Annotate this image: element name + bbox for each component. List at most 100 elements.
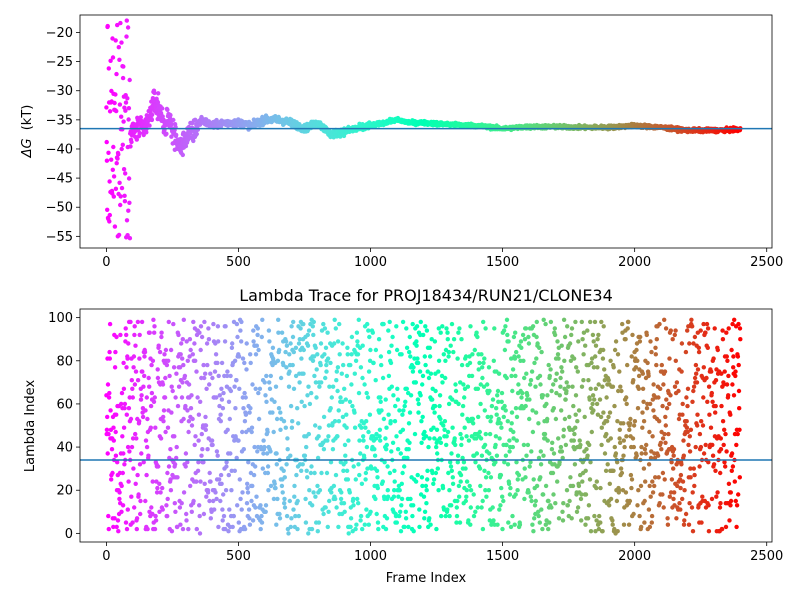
- lambda-point: [357, 438, 362, 443]
- lambda-point: [248, 470, 254, 476]
- lambda-point: [545, 416, 550, 422]
- lambda-point: [486, 488, 491, 493]
- lambda-point: [146, 453, 151, 458]
- lambda-point: [181, 416, 186, 422]
- lambda-point: [392, 468, 397, 473]
- lambda-point: [427, 354, 433, 359]
- delta-g-point: [114, 108, 119, 114]
- lambda-point: [112, 365, 118, 370]
- lambda-point: [189, 423, 195, 428]
- delta-g-xtick-label: 0: [102, 255, 110, 270]
- lambda-point: [325, 356, 331, 361]
- lambda-point: [142, 373, 147, 379]
- lambda-point: [446, 470, 451, 476]
- lambda-point: [537, 520, 542, 525]
- lambda-point: [625, 326, 630, 331]
- lambda-point: [640, 386, 646, 391]
- lambda-point: [106, 395, 112, 400]
- lambda-point: [649, 520, 654, 525]
- delta-g-point: [115, 156, 120, 161]
- lambda-point: [706, 529, 712, 534]
- lambda-point: [215, 453, 220, 458]
- lambda-point: [327, 384, 332, 389]
- lambda-point: [691, 341, 696, 346]
- lambda-point: [477, 466, 483, 471]
- lambda-point: [501, 414, 506, 420]
- lambda-point: [631, 423, 637, 428]
- lambda-point: [375, 520, 381, 525]
- lambda-point: [420, 382, 425, 387]
- lambda-point: [296, 341, 302, 346]
- lambda-point: [285, 436, 290, 441]
- lambda-point: [137, 332, 142, 338]
- lambda-point: [352, 410, 357, 415]
- lambda-point: [575, 419, 580, 424]
- lambda-point: [341, 362, 346, 368]
- lambda-point: [216, 524, 221, 530]
- lambda-point: [134, 436, 139, 441]
- lambda-point: [533, 410, 539, 415]
- lambda-point: [584, 447, 589, 452]
- lambda-point: [307, 401, 313, 407]
- lambda-point: [606, 378, 611, 383]
- lambda-point: [413, 380, 418, 385]
- lambda-point: [491, 518, 496, 523]
- lambda-point: [349, 352, 354, 357]
- lambda-point: [301, 347, 306, 353]
- lambda-point: [158, 490, 163, 495]
- lambda-point: [583, 522, 588, 527]
- lambda-point: [428, 522, 433, 527]
- lambda-point: [196, 460, 201, 465]
- lambda-point: [241, 406, 246, 411]
- lambda-point: [139, 319, 145, 325]
- lambda-point: [511, 436, 516, 441]
- delta-g-point: [111, 144, 116, 150]
- lambda-point: [497, 507, 502, 512]
- lambda-point: [583, 343, 588, 348]
- delta-g-point: [174, 132, 179, 138]
- lambda-point: [221, 513, 227, 519]
- lambda-point: [621, 438, 626, 443]
- lambda-point: [179, 501, 184, 506]
- delta-g-point: [110, 55, 116, 60]
- lambda-point: [172, 462, 178, 467]
- lambda-point: [316, 434, 321, 439]
- lambda-point: [561, 317, 567, 322]
- lambda-point: [335, 388, 340, 394]
- lambda-point: [682, 518, 687, 523]
- lambda-point: [173, 509, 178, 514]
- lambda-point: [568, 358, 574, 363]
- lambda-point: [687, 501, 692, 506]
- lambda-point: [384, 425, 389, 430]
- lambda-point: [692, 375, 698, 381]
- lambda-point: [395, 447, 401, 452]
- lambda-point: [690, 529, 696, 534]
- lambda-point: [111, 425, 116, 430]
- lambda-point: [181, 362, 186, 368]
- lambda-point: [285, 447, 290, 452]
- lambda-point: [528, 382, 533, 387]
- lambda-point: [138, 498, 143, 504]
- delta-g-point: [112, 100, 117, 106]
- lambda-point: [341, 501, 347, 506]
- lambda-point: [660, 403, 665, 409]
- lambda-point: [490, 397, 496, 402]
- lambda-point: [526, 341, 532, 346]
- lambda-point: [386, 373, 392, 379]
- lambda-point: [529, 369, 535, 374]
- lambda-point: [165, 496, 170, 502]
- lambda-point: [360, 526, 365, 532]
- lambda-point: [601, 410, 606, 415]
- lambda-point: [720, 328, 725, 333]
- lambda-point: [370, 434, 376, 439]
- lambda-point: [440, 380, 445, 385]
- lambda-point: [622, 444, 627, 450]
- lambda-point: [638, 483, 644, 489]
- lambda-point: [228, 451, 233, 456]
- lambda-point: [623, 337, 628, 342]
- lambda-point: [451, 337, 457, 342]
- lambda-point: [665, 516, 670, 521]
- lambda-point: [731, 393, 737, 398]
- lambda-point: [640, 425, 645, 430]
- lambda-point: [663, 423, 668, 428]
